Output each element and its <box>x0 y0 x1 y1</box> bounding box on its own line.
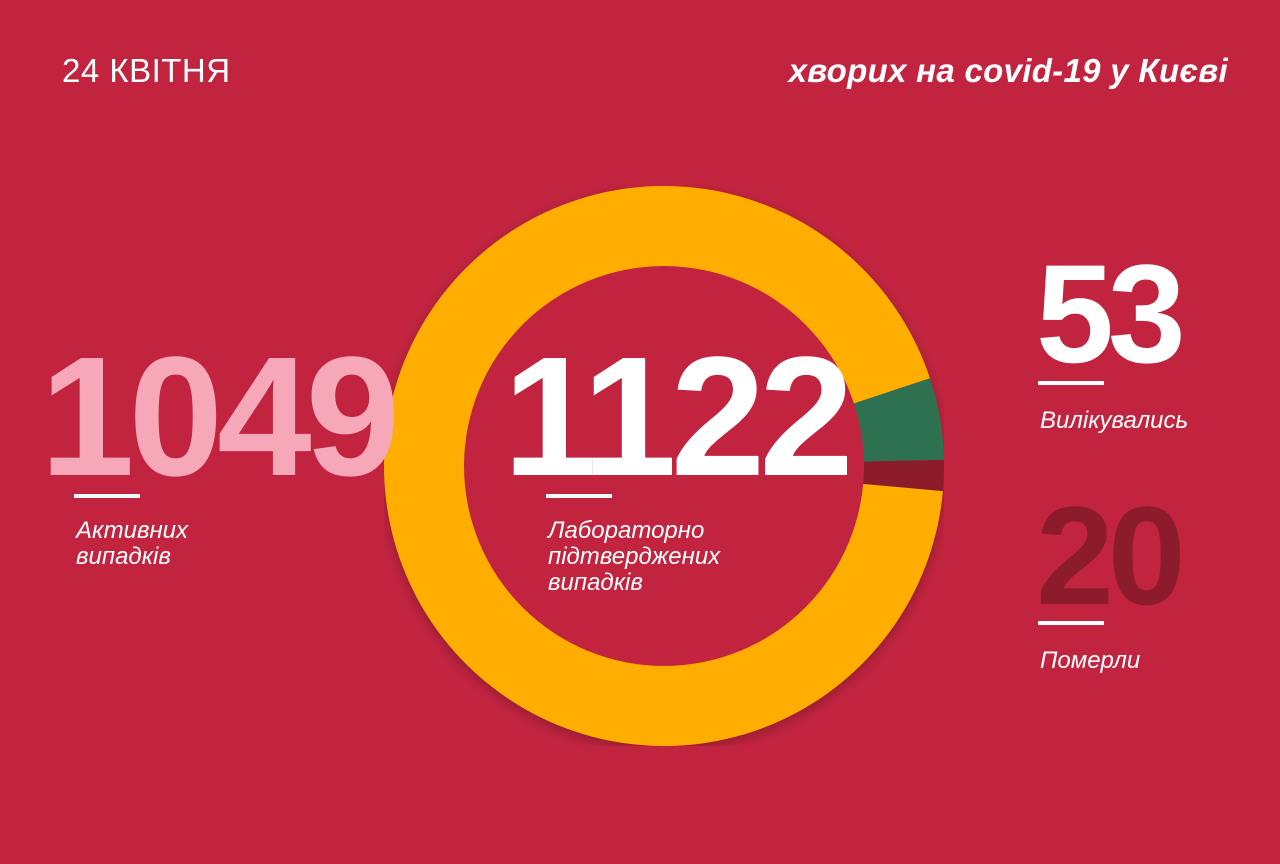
active-cases-label: Активних випадків <box>76 517 189 570</box>
date-label: 24 КВІТНЯ <box>62 52 231 89</box>
recovered-label: Вилікувались <box>1040 407 1189 434</box>
confirmed-divider <box>546 494 612 498</box>
confirmed-cases-value: 1122 <box>503 322 854 512</box>
confirmed-cases-label: Лабораторно підтверджених випадків <box>548 517 721 596</box>
donut-chart <box>384 186 944 746</box>
deaths-value: 20 <box>1036 477 1186 634</box>
deaths-divider <box>1038 621 1104 625</box>
page-title: хворих на covid-19 у Києві <box>788 52 1228 89</box>
recovered-divider <box>1038 381 1104 385</box>
recovered-value: 53 <box>1036 235 1186 392</box>
active-divider <box>74 494 140 498</box>
deaths-label: Померли <box>1040 647 1141 674</box>
active-cases-value: 1049 <box>40 322 400 512</box>
donut-hole <box>464 266 864 666</box>
